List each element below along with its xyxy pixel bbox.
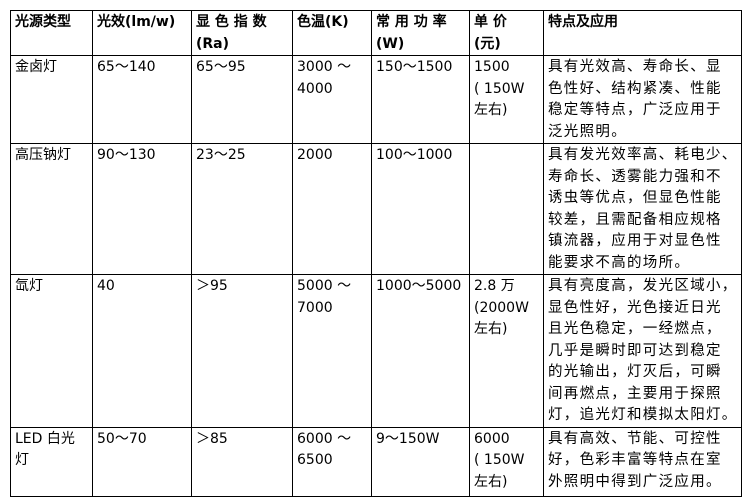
cell-desc: 具有亮度高，发光区域小， 显色性好，光色接近日光 且光色稳定，一经燃点， 几乎是… (543, 274, 742, 428)
cell-cct: 6000 ～ 6500 (292, 426, 372, 497)
cell-type: 金卤灯 (10, 55, 93, 144)
cell-power: 100～1000 (371, 143, 470, 275)
header-row: 光源类型 光效(lm/w) 显 色 指 数 (Ra) 色温(K) 常 用 功 率… (10, 10, 742, 56)
cell-type: LED 白光 灯 (10, 426, 93, 497)
header-cct: 色温(K) (292, 10, 372, 56)
cell-efficacy: 50～70 (92, 426, 192, 497)
cell-cri: ＞85 (191, 426, 293, 497)
cell-efficacy: 90～130 (92, 143, 192, 275)
cell-type: 氙灯 (10, 274, 93, 428)
cell-cct: 5000 ～ 7000 (292, 274, 372, 428)
cell-price: 2.8 万 (2000W 左右) (469, 274, 544, 428)
light-source-table: 光源类型 光效(lm/w) 显 色 指 数 (Ra) 色温(K) 常 用 功 率… (10, 10, 742, 497)
cell-desc: 具有高效、节能、可控性 好，色彩丰富等特点在室 外照明中得到广泛应用。 (543, 426, 742, 497)
table-row: 金卤灯 65～140 65～95 3000 ～ 4000 150～1500 1500 ( … (10, 55, 742, 144)
cell-cct: 3000 ～ 4000 (292, 55, 372, 144)
cell-desc: 具有发光效率高、耗电少、 寿命长、透雾能力强和不 诱虫等优点，但显色性能 较差，… (543, 143, 742, 275)
cell-desc: 具有光效高、寿命长、显 色性好、结构紧凑、性能 稳定等特点，广泛应用于 泛光照明… (543, 55, 742, 144)
cell-price: 1500 ( 150W 左右) (469, 55, 544, 144)
header-power: 常 用 功 率 (W) (371, 10, 470, 56)
table-row: LED 白光 灯 50～70 ＞85 6000 ～ 6500 9～150W 6000 ( … (10, 426, 742, 497)
cell-type: 高压钠灯 (10, 143, 93, 275)
header-cri: 显 色 指 数 (Ra) (191, 10, 293, 56)
cell-power: 150～1500 (371, 55, 470, 144)
cell-efficacy: 40 (92, 274, 192, 428)
cell-cri: ＞95 (191, 274, 293, 428)
cell-cri: 23～25 (191, 143, 293, 275)
header-efficacy: 光效(lm/w) (92, 10, 192, 56)
header-type: 光源类型 (10, 10, 93, 56)
cell-price: 6000 ( 150W 左右) (469, 426, 544, 497)
cell-power: 1000～5000 (371, 274, 470, 428)
cell-cri: 65～95 (191, 55, 293, 144)
table-row: 高压钠灯 90～130 23～25 2000 100～1000 具有发光效率高、耗电少、 … (10, 143, 742, 275)
cell-power: 9～150W (371, 426, 470, 497)
table-row: 氙灯 40 ＞95 5000 ～ 7000 1000～5000 2.8 万 (2000W … (10, 274, 742, 428)
cell-cct: 2000 (292, 143, 372, 275)
header-price: 单 价 (元) (469, 10, 544, 56)
header-desc: 特点及应用 (543, 10, 742, 56)
cell-price (469, 143, 544, 275)
cell-efficacy: 65～140 (92, 55, 192, 144)
